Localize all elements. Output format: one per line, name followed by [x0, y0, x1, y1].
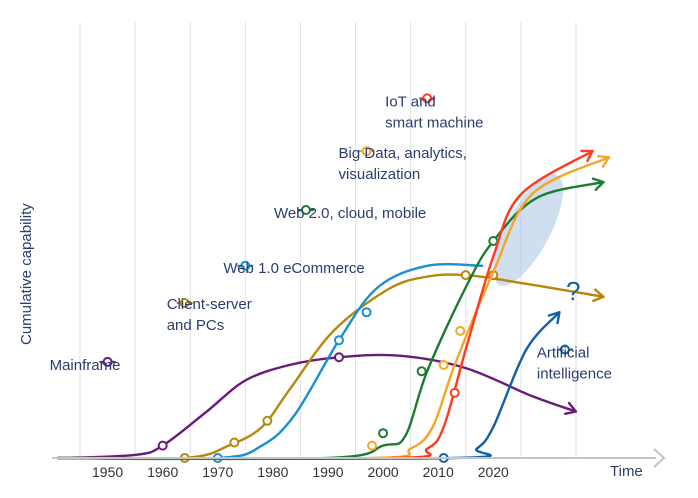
- series-artificial-intelligence: [56, 311, 561, 463]
- data-point: [361, 307, 372, 318]
- series-label: Mainframe: [50, 357, 121, 374]
- label-web-2-0-cloud-mobile: Web 2.0, cloud, mobile: [274, 205, 426, 222]
- label-web-1-0-ecommerce: Web 1.0 eCommerce: [223, 260, 364, 277]
- x-tick-label: 1990: [312, 464, 343, 480]
- series-label: Big Data, analytics, visualization: [339, 145, 467, 183]
- series-line: [56, 273, 605, 461]
- series-mainframe: [56, 352, 578, 460]
- series-label: Artificial intelligence: [537, 345, 612, 383]
- legend-marker: [102, 356, 113, 367]
- series-arrowhead: [596, 155, 611, 168]
- x-tick-label: 1950: [92, 464, 123, 480]
- x-axis-arrow: [653, 448, 666, 468]
- series-label: Web 1.0 eCommerce: [223, 260, 364, 277]
- series-label: IoT and smart machine: [385, 93, 483, 131]
- label-iot-and-smart-machine: IoT and smart machine: [385, 93, 484, 131]
- x-axis: [52, 448, 666, 468]
- series-line: [56, 311, 561, 460]
- series-line: [56, 149, 594, 460]
- x-tick-label: 2000: [368, 464, 399, 480]
- data-point: [229, 437, 240, 448]
- legend-marker: [179, 298, 190, 308]
- label-mainframe: Mainframe: [50, 356, 121, 374]
- x-tick-label: 2020: [478, 464, 509, 480]
- data-point: [438, 360, 449, 370]
- series-arrowhead: [592, 288, 605, 303]
- series-web-1-0-ecommerce: [56, 263, 484, 463]
- data-point: [367, 440, 378, 451]
- x-tick-label: 1980: [257, 464, 288, 480]
- data-point: [449, 387, 460, 398]
- label-big-data-analytics-visualization: Big Data, analytics, visualization: [339, 145, 467, 183]
- x-tick-label: 1960: [147, 464, 178, 480]
- data-point: [378, 428, 389, 439]
- x-tick-label: 2010: [423, 464, 454, 480]
- x-tick-labels: 1950 1960 1970 1980 1990 2000 2010 2020: [92, 464, 509, 480]
- series-arrowhead: [580, 149, 594, 163]
- legend-marker: [422, 93, 433, 104]
- series-labels: Mainframe Client-server and PCs Web 1.0 eCo…: [50, 93, 612, 383]
- series-arrowhead: [564, 401, 578, 415]
- series-big-data-analytics-visualization: [56, 155, 611, 460]
- data-point: [455, 325, 466, 336]
- data-point: [334, 335, 344, 346]
- legend-marker: [300, 205, 311, 215]
- series-line: [56, 353, 578, 460]
- data-point: [262, 415, 273, 426]
- series-arrowhead: [547, 311, 561, 325]
- series-line: [56, 263, 484, 461]
- x-tick-label: 1970: [202, 464, 233, 480]
- series-arrowhead: [591, 177, 605, 191]
- legend-marker: [240, 260, 251, 271]
- label-client-server-and-pcs: Client-server and PCs: [167, 296, 252, 334]
- data-point: [334, 352, 344, 363]
- legend-marker: [361, 146, 372, 157]
- data-point: [460, 270, 471, 281]
- legend-marker: [559, 344, 570, 355]
- series-label: Web 2.0, cloud, mobile: [274, 205, 426, 222]
- data-point: [416, 366, 427, 377]
- question-mark-annotation: ?: [566, 276, 580, 306]
- data-point: [157, 440, 168, 451]
- convergence-highlight: [493, 174, 563, 286]
- series-label: Client-server and PCs: [167, 296, 252, 334]
- series-iot-and-smart-machine: [56, 149, 594, 460]
- x-axis-title: Time: [610, 463, 643, 480]
- data-point: [488, 236, 499, 246]
- y-axis-title: Cumulative capability: [18, 203, 35, 345]
- series-line: [56, 156, 611, 460]
- label-artificial-intelligence: Artificial intelligence: [537, 344, 612, 383]
- series-client-server-and-pcs: [56, 270, 605, 463]
